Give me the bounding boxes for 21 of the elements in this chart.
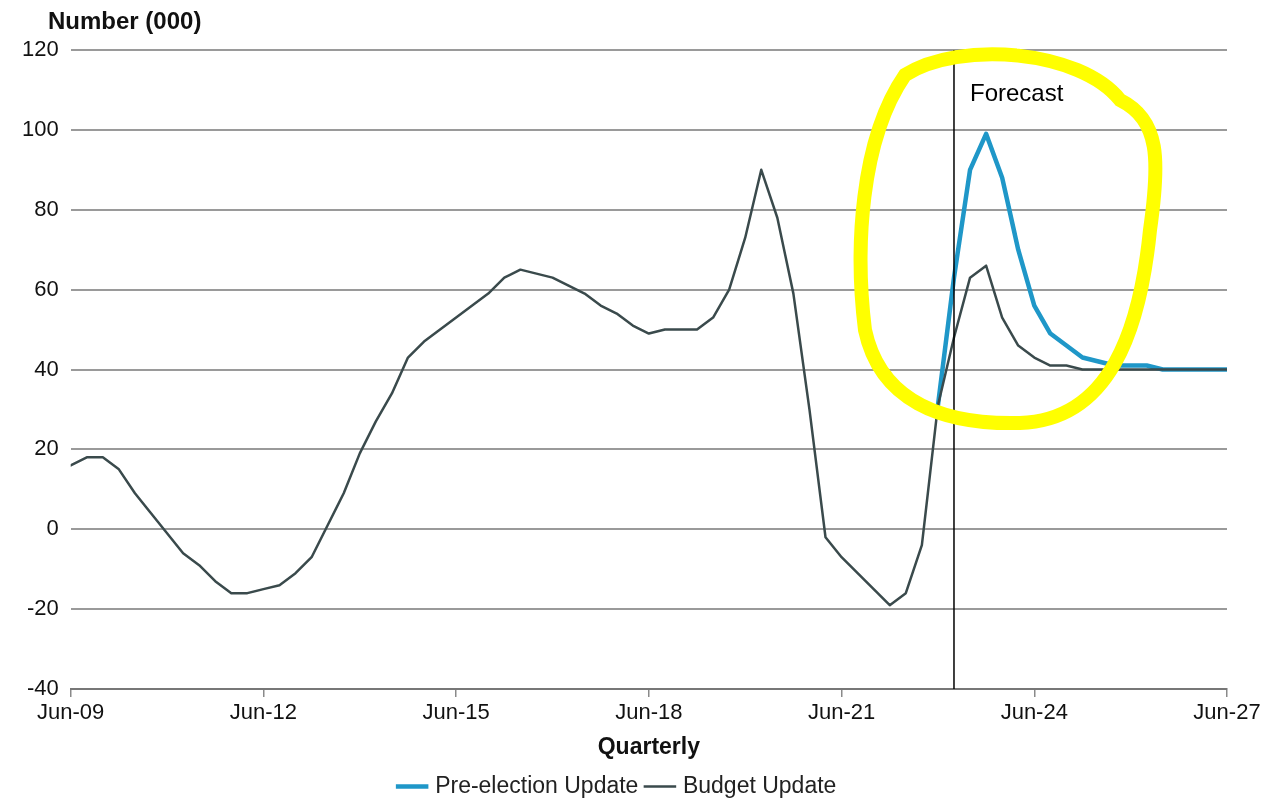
x-tick-label: Jun-18 (615, 699, 683, 725)
y-tick-label: -40 (26, 675, 59, 701)
x-tick-label: Jun-09 (37, 699, 105, 725)
x-axis-title: Quarterly (597, 732, 701, 759)
y-tick-label: -20 (26, 595, 59, 621)
x-tick-label: Jun-27 (1193, 699, 1261, 725)
x-tick-label: Jun-15 (422, 699, 490, 725)
y-tick-label: 0 (46, 515, 59, 541)
ref-line-label: Forecast (969, 78, 1064, 106)
legend-label: Budget Update (682, 771, 837, 798)
x-tick-label: Jun-12 (229, 699, 298, 725)
y-tick-label: 120 (21, 36, 59, 62)
y-tick-label: 40 (34, 355, 59, 381)
y-tick-label: 100 (21, 115, 59, 141)
x-tick-label: Jun-21 (807, 699, 876, 725)
y-tick-label: 80 (34, 195, 59, 221)
legend-label: Pre-election Update (435, 771, 639, 798)
y-tick-label: 20 (34, 435, 59, 461)
y-axis-title: Number (000) (48, 6, 202, 34)
y-tick-label: 60 (34, 275, 59, 301)
x-tick-label: Jun-24 (1000, 699, 1068, 725)
